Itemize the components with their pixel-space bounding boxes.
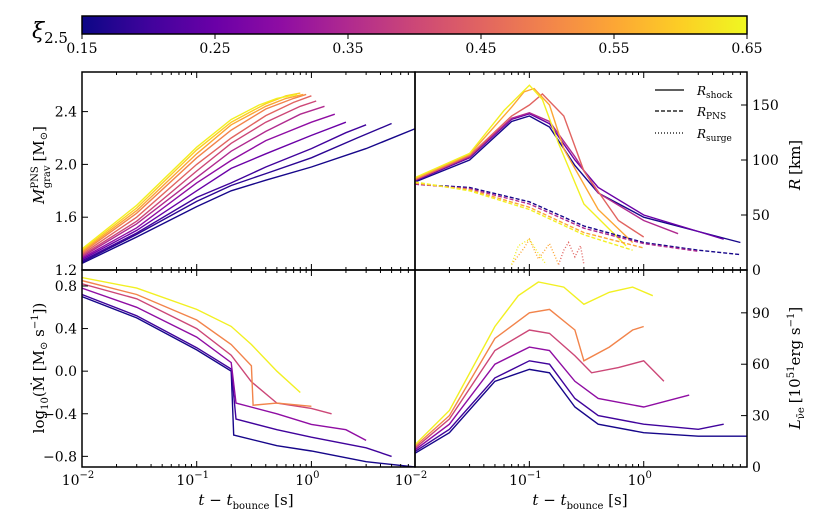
lum-series-line <box>415 308 644 447</box>
mass-series-line <box>82 122 392 263</box>
legend-pns-label: RPNS <box>696 105 726 122</box>
mdot-series-line <box>82 293 392 458</box>
ytick-label: 150 <box>752 98 779 114</box>
ytick-label: 60 <box>752 357 770 373</box>
shock-series-line <box>415 93 645 238</box>
ytick-label: 90 <box>752 306 770 322</box>
xlabel-right: t − tbounce [s] <box>532 491 627 512</box>
mass-series-line <box>82 93 304 253</box>
colorbar-tick-label: 0.45 <box>465 41 496 57</box>
xlabel-left: t − tbounce [s] <box>198 491 293 512</box>
panel-frame <box>414 269 748 468</box>
surge-series-line <box>510 238 547 265</box>
shock-series-line <box>415 84 627 247</box>
ytick-label: 0 <box>752 263 761 279</box>
mass-series-line <box>82 92 301 251</box>
ytick-label: −0.8 <box>43 449 77 465</box>
colorbar-tick-label: 0.35 <box>332 41 363 57</box>
mdot-series-line <box>82 283 332 415</box>
ytick-label: 0 <box>752 460 761 476</box>
ytick-label: 2.0 <box>55 157 77 173</box>
mass-series-line <box>82 128 415 265</box>
mass-series-line <box>82 113 336 259</box>
panel-frame <box>81 71 416 271</box>
panel-radius: 0 50 100 150 <box>414 71 779 279</box>
ytick-label: 1.2 <box>55 263 77 279</box>
pns-series-line <box>415 183 699 252</box>
surge-series-line <box>511 237 560 265</box>
ytick-label: −0.4 <box>43 407 77 423</box>
ytick-label: 100 <box>752 153 779 169</box>
radius-legend: Rshock RPNS Rsurge <box>655 84 733 144</box>
ytick-label: 2.4 <box>55 105 77 121</box>
pns-series-line <box>415 181 633 251</box>
panel-mdot: −0.8 −0.4 0.0 0.4 0.8 10−2 10−1 100 <box>43 269 416 489</box>
lum-ylabel: Lν̄e[1051erg s−1] <box>786 307 807 430</box>
ytick-label: 0.4 <box>55 322 77 338</box>
xtick-label: 10−2 <box>395 470 428 489</box>
radius-ylabel: R[km] <box>786 140 804 191</box>
xtick-label: 100 <box>628 470 652 489</box>
colorbar-gradient <box>81 15 748 35</box>
pns-series-line <box>415 183 741 256</box>
lum-series-line <box>415 346 690 451</box>
xtick-label: 10−2 <box>62 470 95 489</box>
mass-series-line <box>82 93 298 250</box>
panel-mass: 1.2 1.6 2.0 2.4 <box>55 71 416 279</box>
mdot-series-line <box>82 287 367 442</box>
lum-series-line <box>415 360 724 453</box>
panel-frame <box>81 269 416 468</box>
legend-surge-label: Rsurge <box>696 127 732 144</box>
mdot-series-line <box>82 295 415 467</box>
colorbar-label: ξ2.5 <box>32 19 68 47</box>
panel-frame <box>414 71 748 271</box>
xtick-label: 10−1 <box>176 470 209 489</box>
colorbar: ξ2.5 0.15 0.25 0.35 0.45 0.55 0.65 <box>32 15 763 57</box>
colorbar-ticks: 0.15 0.25 0.35 0.45 0.55 0.65 <box>66 34 763 57</box>
mass-series-line <box>82 93 307 254</box>
shock-series-line <box>415 87 634 244</box>
ytick-label: 1.6 <box>55 210 77 226</box>
colorbar-tick-label: 0.65 <box>731 41 762 57</box>
mass-series-line <box>82 100 317 257</box>
mass-series-line <box>82 105 325 258</box>
mass-ylabel: MPNSgrav[M⊙] <box>30 126 53 205</box>
colorbar-tick-label: 0.55 <box>598 41 629 57</box>
mass-series-line <box>82 121 347 261</box>
mass-series-line <box>82 124 367 262</box>
ytick-label: 0.8 <box>55 279 77 295</box>
ytick-label: 0.0 <box>55 364 77 380</box>
legend-shock-label: Rshock <box>696 84 733 101</box>
mdot-ylabel: log10(Ṁ [M⊙ s−1]) <box>30 303 51 434</box>
colorbar-tick-label: 0.15 <box>66 41 97 57</box>
xtick-label: 10−1 <box>509 470 542 489</box>
ytick-label: 30 <box>752 409 770 425</box>
lum-series-line <box>415 368 747 454</box>
colorbar-tick-label: 0.25 <box>199 41 230 57</box>
xtick-label: 100 <box>295 470 319 489</box>
lum-series-line <box>415 281 654 446</box>
panel-lum: 0 30 60 90 10−2 10−1 100 <box>395 269 770 489</box>
shock-series-line <box>415 111 679 235</box>
mass-series-line <box>82 95 312 255</box>
ytick-label: 50 <box>752 208 770 224</box>
mdot-series-line <box>82 279 312 407</box>
lum-series-line <box>415 329 665 449</box>
mdot-series-line <box>82 276 301 394</box>
surge-series-line <box>557 240 585 265</box>
